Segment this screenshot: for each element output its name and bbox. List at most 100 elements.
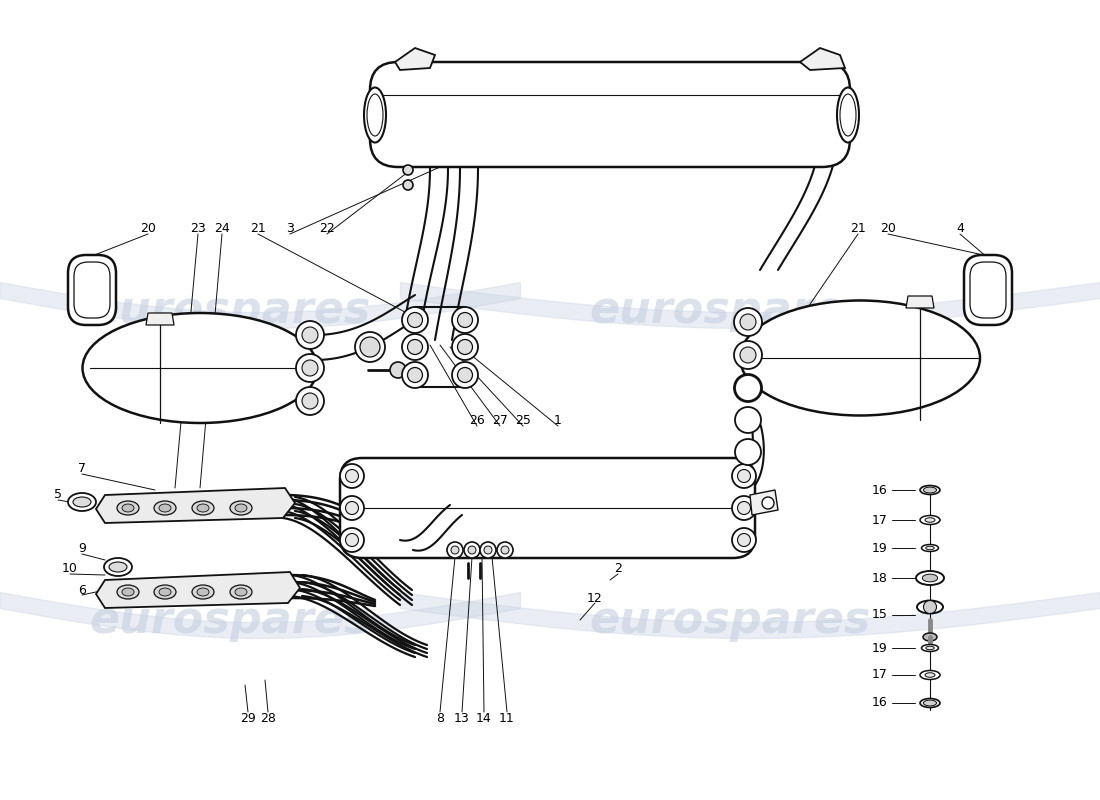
Ellipse shape [735,375,761,401]
Text: 14: 14 [476,711,492,725]
FancyBboxPatch shape [74,262,110,318]
Text: 23: 23 [190,222,206,234]
Text: 20: 20 [880,222,895,234]
Ellipse shape [916,571,944,585]
Text: 28: 28 [260,711,276,725]
Ellipse shape [458,367,473,382]
Ellipse shape [355,332,385,362]
Ellipse shape [407,367,422,382]
Ellipse shape [732,464,756,488]
FancyBboxPatch shape [370,62,850,167]
Ellipse shape [924,487,936,493]
Ellipse shape [740,301,980,415]
Ellipse shape [497,542,513,558]
Text: 16: 16 [872,697,888,710]
Ellipse shape [734,308,762,336]
Ellipse shape [296,321,324,349]
Ellipse shape [296,387,324,415]
Ellipse shape [926,646,934,650]
Text: 20: 20 [140,222,156,234]
Ellipse shape [451,546,459,554]
Text: 3: 3 [286,222,294,234]
Ellipse shape [920,515,940,525]
FancyBboxPatch shape [970,262,1007,318]
Text: 4: 4 [956,222,964,234]
Circle shape [924,601,936,614]
Ellipse shape [117,501,139,515]
Ellipse shape [340,496,364,520]
Ellipse shape [340,464,364,488]
Ellipse shape [402,307,428,333]
Ellipse shape [192,501,215,515]
Ellipse shape [402,362,428,388]
Ellipse shape [732,496,756,520]
Ellipse shape [235,504,248,512]
Ellipse shape [925,518,935,522]
Ellipse shape [926,546,934,550]
Text: 12: 12 [587,591,603,605]
Ellipse shape [922,574,937,582]
Ellipse shape [452,307,478,333]
Ellipse shape [920,486,940,494]
Ellipse shape [68,493,96,511]
Ellipse shape [464,542,480,558]
Text: 26: 26 [469,414,485,426]
Ellipse shape [920,698,940,707]
Polygon shape [96,572,300,608]
Ellipse shape [407,339,422,354]
Ellipse shape [925,673,935,678]
Polygon shape [395,48,434,70]
Ellipse shape [296,354,324,382]
Ellipse shape [920,670,940,679]
Ellipse shape [230,585,252,599]
Text: 27: 27 [492,414,508,426]
Text: 24: 24 [214,222,230,234]
Ellipse shape [837,87,859,142]
Ellipse shape [484,546,492,554]
Ellipse shape [923,633,937,641]
Text: 18: 18 [872,571,888,585]
Text: 21: 21 [250,222,266,234]
Text: 19: 19 [872,642,888,654]
Ellipse shape [732,528,756,552]
Ellipse shape [468,546,476,554]
Ellipse shape [340,528,364,552]
Ellipse shape [122,504,134,512]
Text: 19: 19 [872,542,888,554]
Circle shape [403,180,412,190]
Polygon shape [146,313,174,325]
Ellipse shape [452,334,478,360]
Text: 11: 11 [499,711,515,725]
Circle shape [403,165,412,175]
Ellipse shape [360,337,379,357]
Text: 5: 5 [54,489,62,502]
Text: 9: 9 [78,542,86,554]
Ellipse shape [924,700,936,706]
Ellipse shape [480,542,496,558]
Ellipse shape [160,588,170,596]
Ellipse shape [154,501,176,515]
Ellipse shape [302,327,318,343]
Ellipse shape [740,314,756,330]
Ellipse shape [117,585,139,599]
FancyBboxPatch shape [68,255,116,325]
Ellipse shape [345,470,359,482]
Text: 6: 6 [78,583,86,597]
Ellipse shape [302,360,318,376]
Ellipse shape [367,94,383,136]
Ellipse shape [734,341,762,369]
Ellipse shape [192,585,215,599]
Text: 13: 13 [454,711,470,725]
Text: eurospares: eurospares [89,598,371,642]
Ellipse shape [197,588,209,596]
Ellipse shape [452,362,478,388]
FancyBboxPatch shape [964,255,1012,325]
Ellipse shape [840,94,856,136]
Text: 15: 15 [872,609,888,622]
FancyBboxPatch shape [340,458,755,558]
Text: eurospares: eurospares [89,289,371,331]
Text: eurospares: eurospares [590,598,871,642]
Text: 17: 17 [872,514,888,526]
Polygon shape [96,488,295,523]
Ellipse shape [922,645,938,651]
